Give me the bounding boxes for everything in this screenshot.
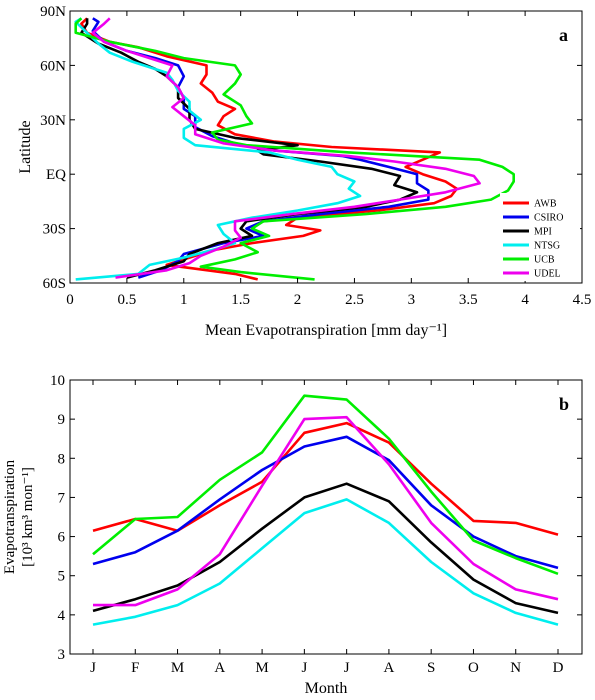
panel-b-y-tick-label: 6 <box>58 530 66 546</box>
panel-a-y-tick-label: 90N <box>40 4 66 20</box>
panel-a-legend-label: NTSG <box>534 241 560 252</box>
panel-b-line-csiro <box>92 435 559 570</box>
panel-b-y-tick-label: 4 <box>58 608 66 624</box>
panel-a-y-tick-label: 30S <box>43 222 66 238</box>
panel-b-x-tick-label: J <box>90 660 96 676</box>
panel-b-series-lines <box>92 394 559 626</box>
panel-a-series-lines <box>74 17 516 281</box>
panel-b-y-tick-label: 8 <box>58 451 66 467</box>
panel-a-x-tick-label: 4 <box>521 292 529 308</box>
panel-a-y-tick-label: 60N <box>40 58 66 74</box>
panel-b-letter: b <box>559 394 569 414</box>
panel-b-x-tick-label: J <box>301 660 307 676</box>
panel-b-x-axis-label: Month <box>305 680 348 697</box>
panel-a-legend-label: AWB <box>534 199 557 210</box>
panel-a-legend-label: MPI <box>534 227 552 238</box>
panel-b-x-tick-label: A <box>383 660 394 676</box>
panel-a-x-tick-label: 2.5 <box>345 292 364 308</box>
panel-b-x-tick-label: N <box>510 660 521 676</box>
panel-a-x-tick-label: 0.5 <box>118 292 137 308</box>
panel-a-x-tick-label: 2 <box>294 292 302 308</box>
panel-b-y-tick-label: 5 <box>58 569 66 585</box>
panel-a-legend-label: UDEL <box>534 269 561 280</box>
panel-a-plot-frame <box>69 10 583 284</box>
panel-b-line-udel <box>93 415 559 607</box>
panel-b-y-tick-label: 3 <box>58 647 66 663</box>
panel-a-x-axis-label: Mean Evapotranspiration [mm day⁻¹] <box>205 322 447 339</box>
panel-b-ticks: J F M A M J J A S O N D 3 4 5 6 7 8 9 10 <box>50 373 582 676</box>
panel-b-line-ntsg <box>92 498 559 626</box>
panel-a-x-tick-label: 4.5 <box>573 292 592 308</box>
panel-a-x-tick-label: 1 <box>180 292 188 308</box>
panel-b-x-tick-label: M <box>171 660 184 676</box>
panel-a-x-tick-label: 1.5 <box>231 292 250 308</box>
panel-a-legend: AWB CSIRO MPI NTSG UCB UDEL <box>500 193 580 281</box>
panel-a-ticks: 0 0.5 1 1.5 2 2.5 3 3.5 4 4.5 60S 30S EQ 30N 60N 90N <box>40 4 591 308</box>
panel-b-y-tick-label: 10 <box>50 373 65 389</box>
panel-a-legend-label: UCB <box>534 255 555 266</box>
panel-b-x-tick-label: D <box>553 660 564 676</box>
panel-b-x-tick-label: M <box>255 660 268 676</box>
panel-a-x-tick-label: 0 <box>66 292 74 308</box>
panel-b-chart: J F M A M J J A S O N D 3 4 5 6 7 8 9 10 b Month Evapotrans… <box>2 373 583 697</box>
panel-a-x-tick-label: 3 <box>408 292 416 308</box>
panel-b-line-awb <box>92 421 559 536</box>
panel-b-x-tick-label: O <box>468 660 479 676</box>
panel-a-line-ucb <box>74 17 516 281</box>
panel-a-x-tick-label: 3.5 <box>459 292 478 308</box>
panel-a-letter: a <box>559 25 568 45</box>
panel-b-y-axis-label-line1: Evapotranspiration <box>2 459 18 574</box>
panel-a-y-tick-label: 30N <box>40 113 66 129</box>
panel-b-plot-frame <box>69 379 583 655</box>
panel-b-y-tick-label: 9 <box>58 412 66 428</box>
panel-b-y-axis-label-line2: [10³ km³ mon⁻¹] <box>20 467 36 567</box>
panel-a-y-tick-label: 60S <box>43 276 66 292</box>
panel-a-line-udel <box>91 17 481 279</box>
panel-b-line-mpi <box>92 482 559 615</box>
panel-a-line-ntsg <box>74 17 362 281</box>
panel-b-y-tick-label: 7 <box>58 490 66 506</box>
panel-b-x-tick-label: A <box>214 660 225 676</box>
panel-a-legend-box <box>500 193 580 281</box>
panel-b-x-tick-label: F <box>131 660 139 676</box>
panel-a-y-axis-label: Latitude <box>17 120 34 173</box>
panel-b-x-tick-label: J <box>344 660 350 676</box>
panel-a-legend-label: CSIRO <box>534 213 563 224</box>
panel-b-line-ucb <box>92 394 559 576</box>
panel-a-y-tick-label: EQ <box>46 167 66 183</box>
panel-b-x-tick-label: S <box>427 660 435 676</box>
